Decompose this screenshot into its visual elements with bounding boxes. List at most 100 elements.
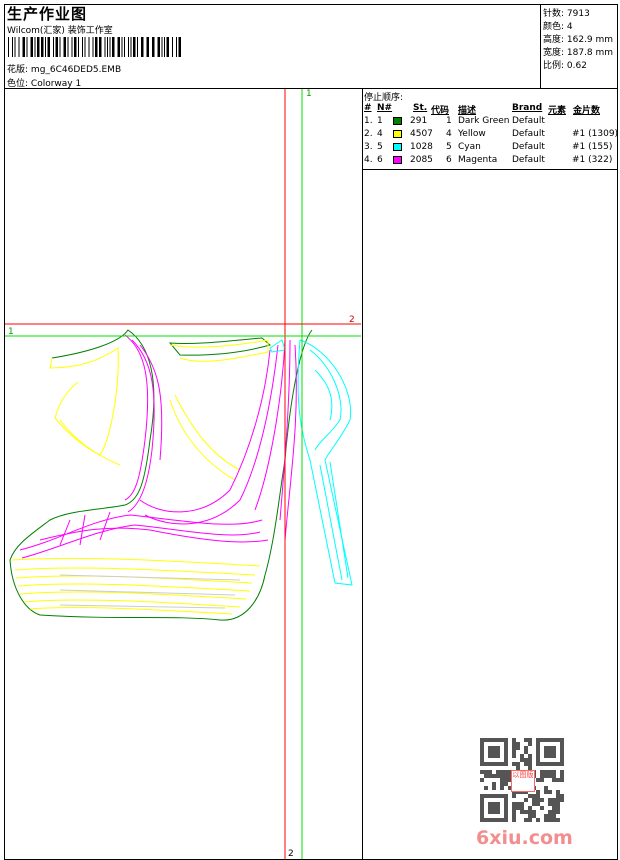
colorway-value: Colorway 1 xyxy=(30,79,82,89)
cell-st: 4507 xyxy=(410,129,433,139)
barcode-bar xyxy=(99,37,102,57)
barcode-bar xyxy=(161,37,163,57)
barcode-bar xyxy=(137,37,138,57)
barcode-bar xyxy=(55,37,58,57)
guide-label-h1: 1 xyxy=(8,327,14,337)
cell-idx: 3. xyxy=(364,142,373,152)
col-code: 代码 xyxy=(431,106,450,116)
barcode-bar xyxy=(178,37,181,57)
watermark-site: 6xiu.com xyxy=(476,827,573,849)
color-swatch xyxy=(393,143,402,151)
barcode xyxy=(8,37,181,57)
barcode-bar xyxy=(133,37,136,57)
barcode-bar xyxy=(71,37,73,57)
cell-st: 1028 xyxy=(410,142,433,152)
barcode-bar xyxy=(130,37,132,57)
barcode-bar xyxy=(45,37,46,57)
guide-label-v2: 2 xyxy=(288,849,294,859)
barcode-bar xyxy=(26,37,28,57)
yellow-stitches xyxy=(11,339,269,615)
design-scale: 比例: 0.62 xyxy=(543,61,587,71)
cell-st: 291 xyxy=(410,116,428,126)
cell-brand: Default xyxy=(512,129,545,139)
cell-code: 5 xyxy=(446,142,452,152)
barcode-bar xyxy=(53,37,54,57)
cell-n: 4 xyxy=(377,129,383,139)
barcode-bar xyxy=(8,37,9,57)
col-brand: Brand xyxy=(512,103,543,113)
col-description: 描述 xyxy=(458,106,477,116)
cell-idx: 2. xyxy=(364,129,373,139)
barcode-bar xyxy=(74,37,77,57)
color-swatch xyxy=(393,117,402,125)
barcode-bar xyxy=(41,37,44,57)
cell-desc: Cyan xyxy=(458,142,481,152)
magenta-stitches xyxy=(19,334,297,559)
cell-st: 2085 xyxy=(410,155,433,165)
cell-code: 4 xyxy=(446,129,452,139)
cell-sequin: #1 (155) xyxy=(572,142,613,152)
barcode-bar xyxy=(157,37,160,57)
barcode-bar xyxy=(166,37,169,57)
barcode-bar xyxy=(128,37,129,57)
col-sequins: 金片数 xyxy=(573,106,601,116)
barcode-bar xyxy=(104,37,106,57)
barcode-bar xyxy=(88,37,90,57)
embroidery-shoe xyxy=(9,329,353,621)
cell-desc: Dark Green xyxy=(458,116,510,126)
cell-desc: Yellow xyxy=(458,129,486,139)
barcode-bar xyxy=(92,37,94,57)
barcode-bar xyxy=(63,37,66,57)
cell-code: 6 xyxy=(446,155,452,165)
barcode-bar xyxy=(176,37,177,57)
barcode-bar xyxy=(109,37,111,57)
guide-label-v1: 1 xyxy=(306,89,312,99)
barcode-bar xyxy=(30,37,33,57)
barcode-bar xyxy=(121,37,123,57)
cell-sequin: #1 (1309) xyxy=(572,129,619,139)
col-element: 元素 xyxy=(548,106,567,116)
barcode-bar xyxy=(78,37,79,57)
col-needle: N# xyxy=(377,103,393,113)
col-stitches: St. xyxy=(413,103,428,113)
barcode-bar xyxy=(141,37,144,57)
header-divider xyxy=(4,88,618,89)
barcode-bar xyxy=(117,37,120,57)
design-value: mg_6C46DED5.EMB xyxy=(30,65,122,75)
cell-n: 6 xyxy=(377,155,383,165)
barcode-bar xyxy=(84,37,86,57)
cell-idx: 4. xyxy=(364,155,373,165)
barcode-bar xyxy=(59,37,61,57)
sequin-holes xyxy=(59,574,241,609)
guide-label-h2: 2 xyxy=(349,315,355,325)
cell-brand: Default xyxy=(512,142,545,152)
barcode-bar xyxy=(152,37,155,57)
col-index: # xyxy=(364,103,372,113)
company-name: Wilcom(汇家) 装饰工作室 xyxy=(7,26,113,36)
table-divider xyxy=(362,169,618,170)
cell-sequin: #1 (322) xyxy=(572,155,613,165)
barcode-bar xyxy=(18,37,20,57)
barcode-bar xyxy=(67,37,69,57)
barcode-bar xyxy=(14,37,16,57)
barcode-bar xyxy=(124,37,125,57)
cell-n: 5 xyxy=(377,142,383,152)
barcode-bar xyxy=(34,37,36,57)
barcode-bar xyxy=(107,37,108,57)
barcode-bar xyxy=(47,37,50,57)
color-swatch xyxy=(393,156,402,164)
page-title: 生产作业图 xyxy=(7,5,88,23)
stop-sequence-title: 停止顺序: xyxy=(364,93,404,103)
design-height: 高度: 162.9 mm xyxy=(543,35,614,45)
color-swatch xyxy=(393,130,402,138)
barcode-bar xyxy=(12,37,13,57)
cell-brand: Default xyxy=(512,116,545,126)
barcode-bar xyxy=(37,37,40,57)
barcode-bar xyxy=(82,37,83,57)
stitch-count: 针数: 7913 xyxy=(543,9,590,19)
barcode-bar xyxy=(95,37,98,57)
design-label: 花版: xyxy=(7,65,29,75)
cell-desc: Magenta xyxy=(458,155,498,165)
